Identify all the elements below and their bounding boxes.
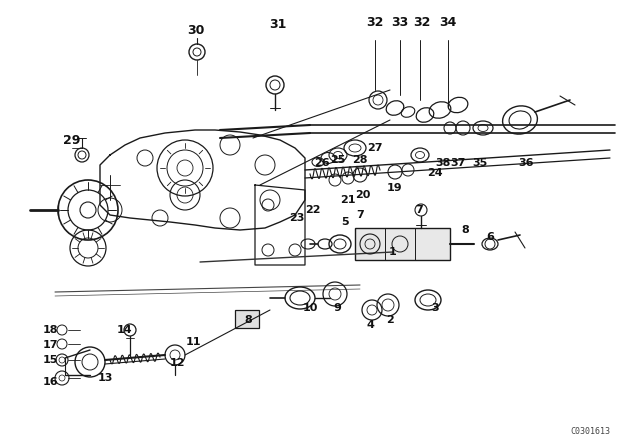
Text: 19: 19 bbox=[387, 183, 403, 193]
Text: 4: 4 bbox=[366, 320, 374, 330]
Text: 1: 1 bbox=[389, 247, 397, 257]
Text: 17: 17 bbox=[42, 340, 58, 350]
Text: 7: 7 bbox=[356, 210, 364, 220]
Text: 31: 31 bbox=[269, 18, 287, 31]
Text: 5: 5 bbox=[341, 217, 349, 227]
Text: 7: 7 bbox=[415, 205, 423, 215]
Text: 8: 8 bbox=[461, 225, 469, 235]
Text: 21: 21 bbox=[340, 195, 356, 205]
Bar bbox=[235, 310, 259, 328]
Text: 6: 6 bbox=[486, 232, 494, 242]
Text: 27: 27 bbox=[367, 143, 383, 153]
Text: 9: 9 bbox=[333, 303, 341, 313]
Text: 12: 12 bbox=[169, 358, 185, 368]
Text: 20: 20 bbox=[355, 190, 371, 200]
Text: 2: 2 bbox=[386, 315, 394, 325]
Text: 22: 22 bbox=[305, 205, 321, 215]
Text: 35: 35 bbox=[472, 158, 488, 168]
Text: 23: 23 bbox=[289, 213, 305, 223]
Text: 13: 13 bbox=[97, 373, 113, 383]
Text: 32: 32 bbox=[366, 16, 384, 29]
Text: 33: 33 bbox=[392, 16, 408, 29]
Bar bbox=[355, 228, 450, 260]
Text: 34: 34 bbox=[439, 16, 457, 29]
Text: 37: 37 bbox=[451, 158, 466, 168]
Text: 38: 38 bbox=[435, 158, 451, 168]
Text: 10: 10 bbox=[302, 303, 317, 313]
Bar bbox=[355, 228, 450, 260]
Text: 24: 24 bbox=[427, 168, 443, 178]
Text: 3: 3 bbox=[431, 303, 439, 313]
Text: 8: 8 bbox=[244, 315, 252, 325]
Text: 28: 28 bbox=[352, 155, 368, 165]
Text: 25: 25 bbox=[330, 155, 346, 165]
Text: 11: 11 bbox=[185, 337, 201, 347]
Text: 32: 32 bbox=[413, 16, 431, 29]
Text: 36: 36 bbox=[518, 158, 534, 168]
Text: 26: 26 bbox=[314, 158, 330, 168]
Text: 30: 30 bbox=[188, 23, 205, 36]
Text: 18: 18 bbox=[42, 325, 58, 335]
Text: 16: 16 bbox=[42, 377, 58, 387]
Text: 29: 29 bbox=[63, 134, 81, 146]
Text: C0301613: C0301613 bbox=[570, 427, 610, 436]
Text: 14: 14 bbox=[117, 325, 133, 335]
Bar bbox=[235, 310, 259, 328]
Text: 15: 15 bbox=[42, 355, 58, 365]
